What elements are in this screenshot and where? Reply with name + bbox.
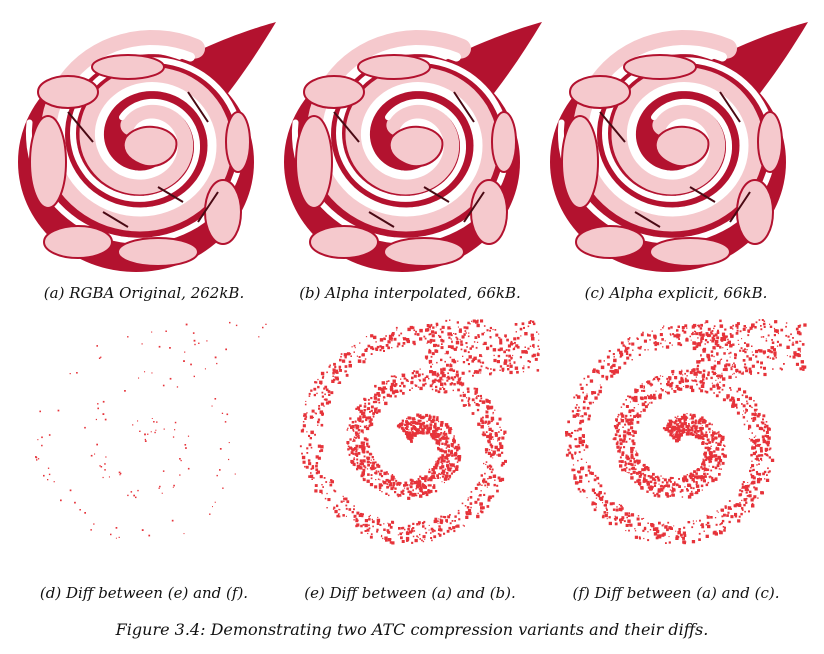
texture-image-rgba-original [18,22,276,272]
diff-image-a-b [299,319,540,545]
panel-b-caption: (b) Alpha interpolated, 66kB. [299,284,521,302]
panel-a-caption: (a) RGBA Original, 262kB. [43,284,245,302]
diff-image-a-c [565,319,807,545]
diff-image-e-f [35,321,267,539]
figure-caption: Figure 3.4: Demonstrating two ATC compre… [115,620,709,639]
panel-d-caption: (d) Diff between (e) and (f). [39,584,249,602]
texture-image-alpha-explicit [550,22,808,272]
texture-image-alpha-interpolated [284,22,542,272]
panel-f-caption: (f) Diff between (a) and (c). [572,584,780,602]
panel-e-caption: (e) Diff between (a) and (b). [304,584,516,602]
panel-c-caption: (c) Alpha explicit, 66kB. [584,284,768,302]
